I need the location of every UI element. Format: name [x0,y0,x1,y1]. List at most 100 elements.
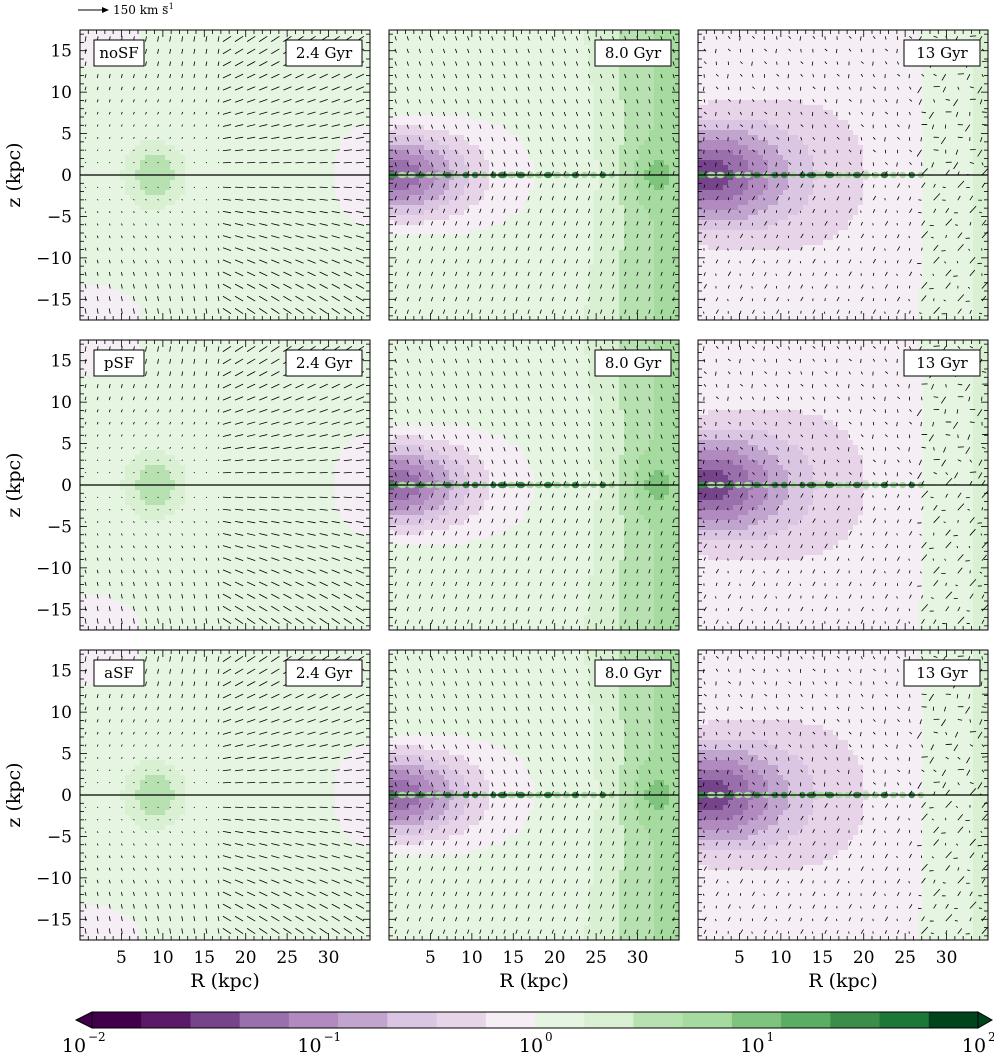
velocity-vector [121,521,123,524]
contour-cell [355,530,370,536]
contour-cell [639,465,679,471]
contour-cell [389,550,595,556]
velocity-vector [193,99,196,103]
contour-cell [758,135,799,141]
velocity-vector [824,170,828,176]
contour-cell [654,430,679,436]
velocity-vector [217,136,220,139]
velocity-vector [283,434,292,437]
contour-cell [584,340,620,346]
velocity-vector [84,198,87,201]
velocity-vector [551,233,554,239]
velocity-vector [764,111,768,115]
velocity-vector [193,434,196,437]
velocity-vector [600,619,603,624]
velocity-vector [246,308,256,315]
contour-cell [80,440,351,446]
model-label-box: pSF [93,349,145,377]
contour-cell [170,160,186,166]
contour-cell [973,70,988,76]
velocity-vector [193,136,196,139]
velocity-vector [442,162,446,167]
velocity-vector [222,295,232,302]
contour-cell [973,270,988,276]
contour-cell [589,295,620,301]
contour-cell [624,515,645,521]
contour-cell [589,65,620,71]
velocity-vector [921,73,925,77]
velocity-vector [271,98,280,103]
contour-cell [464,190,485,196]
velocity-vector [133,581,135,586]
velocity-vector [271,446,280,450]
velocity-vector [406,170,409,176]
contour-cell [589,290,620,296]
velocity-vector [193,371,196,376]
contour-cell [639,500,679,506]
contour-cell [698,495,724,501]
velocity-vector [739,210,741,213]
contour-cell [529,465,595,471]
velocity-vector [84,358,87,364]
velocity-vector [672,246,675,251]
velocity-vector [515,221,518,226]
velocity-vector [246,581,256,587]
velocity-vector [479,74,482,79]
velocity-vector [406,384,409,389]
contour-cell [698,390,924,396]
contour-cell [788,440,854,446]
velocity-vector [133,198,135,201]
velocity-vector [193,198,196,201]
velocity-vector [406,518,409,523]
velocity-vector [247,223,256,226]
contour-cell [639,510,679,516]
velocity-vector [442,556,446,561]
contour-cell [594,570,620,576]
velocity-vector [222,35,232,42]
contour-cell [130,505,181,511]
velocity-vector [739,284,743,289]
velocity-vector [295,223,304,226]
contour-cell [644,485,670,491]
velocity-vector [660,208,663,213]
velocity-vector [331,124,340,127]
contour-cell [698,450,739,456]
velocity-vector [624,518,627,523]
contour-cell [748,490,769,496]
velocity-vector [503,346,506,351]
contour-cell [389,525,450,531]
velocity-vector [933,244,939,251]
velocity-vector [145,86,147,91]
velocity-vector [672,99,675,104]
velocity-vector [787,185,790,188]
contour-cell [923,485,974,491]
velocity-vector [120,545,123,549]
velocity-vector [394,74,397,79]
velocity-vector [222,358,232,365]
velocity-vector [612,149,615,154]
velocity-vector [96,421,99,425]
velocity-vector [479,221,482,226]
contour-cell [469,180,490,186]
contour-cell [973,235,988,241]
contour-cell [484,505,530,511]
velocity-vector [467,569,470,574]
velocity-vector [812,184,814,188]
contour-cell [594,505,620,511]
contour-cell [619,250,655,256]
velocity-vector [442,196,446,201]
velocity-vector [860,183,864,188]
velocity-vector [394,61,397,66]
velocity-vector [672,271,675,276]
velocity-vector [108,136,111,139]
velocity-vector [442,111,446,117]
velocity-vector [600,396,603,401]
velocity-vector [169,557,172,561]
y-tick-label: −5 [47,517,72,537]
contour-cell [594,515,625,521]
velocity-vector [181,533,184,536]
contour-cell [484,460,530,466]
contour-cell [434,475,450,481]
velocity-vector [764,284,768,289]
